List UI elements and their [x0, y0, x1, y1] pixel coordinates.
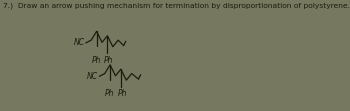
Text: Ph: Ph — [105, 89, 114, 98]
Text: NC: NC — [87, 72, 98, 81]
Text: Ph: Ph — [118, 89, 127, 98]
Text: 7.)  Draw an arrow pushing mechanism for termination by disproportionation of po: 7.) Draw an arrow pushing mechanism for … — [4, 3, 350, 9]
Text: NC: NC — [73, 38, 84, 47]
Text: Ph: Ph — [104, 56, 113, 64]
Text: Ph: Ph — [91, 56, 101, 64]
